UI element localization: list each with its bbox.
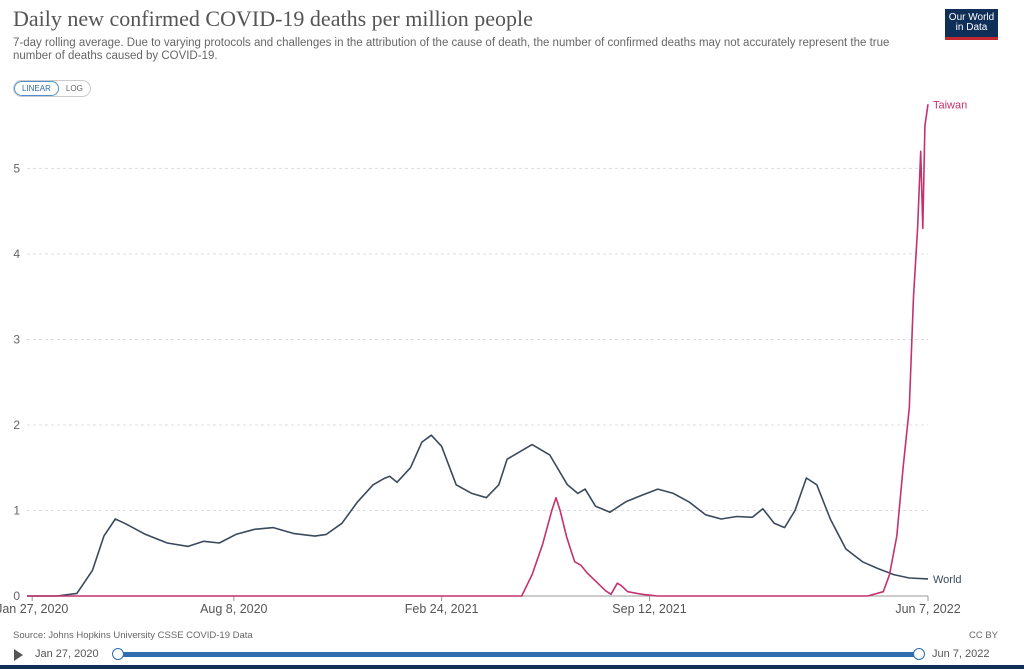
y-tick-label: 0 xyxy=(13,589,20,603)
y-tick-label: 3 xyxy=(13,332,20,346)
owid-logo[interactable]: Our World in Data xyxy=(945,9,998,40)
x-tick-label: Feb 24, 2021 xyxy=(405,602,479,616)
series-label-taiwan[interactable]: Taiwan xyxy=(933,99,967,111)
bottom-bar xyxy=(0,665,1024,669)
timeline-end-label: Jun 7, 2022 xyxy=(932,648,990,660)
chart-title: Daily new confirmed COVID-19 deaths per … xyxy=(13,6,533,31)
timeline-end-handle[interactable] xyxy=(913,648,925,660)
x-tick-label: Aug 8, 2020 xyxy=(200,602,267,616)
series-label-world[interactable]: World xyxy=(933,574,962,586)
x-tick-label: Jun 7, 2022 xyxy=(895,602,960,616)
x-tick-label: Jan 27, 2020 xyxy=(0,602,68,616)
y-axis: 0 1 2 3 4 5 xyxy=(13,161,20,603)
linear-scale-button[interactable]: LINEAR xyxy=(14,81,59,96)
x-tick-label: Sep 12, 2021 xyxy=(612,602,686,616)
grid-lines xyxy=(27,167,928,597)
series-line-taiwan[interactable] xyxy=(27,104,929,597)
y-tick-label: 1 xyxy=(13,503,20,517)
series-labels: World Taiwan xyxy=(933,99,967,586)
line-chart: 0 1 2 3 4 5 Jan 27, 2020 Aug 8, 2020 Feb 24, 20… xyxy=(0,99,967,616)
logo-line-1: Our World xyxy=(948,12,995,23)
scale-toggle: LINEAR LOG xyxy=(13,80,91,97)
source-note[interactable]: Source: Johns Hopkins University CSSE CO… xyxy=(13,630,253,641)
series-line-world[interactable] xyxy=(27,434,929,597)
y-tick-label: 4 xyxy=(13,247,20,261)
timeline-start-handle[interactable] xyxy=(112,648,124,660)
series-lines xyxy=(27,104,929,597)
log-scale-button[interactable]: LOG xyxy=(65,84,83,93)
x-axis: Jan 27, 2020 Aug 8, 2020 Feb 24, 2021 Sep 1… xyxy=(0,596,961,616)
chart-subtitle: 7-day rolling average. Due to varying pr… xyxy=(13,37,890,62)
timeline-track[interactable] xyxy=(118,652,918,657)
license-note[interactable]: CC BY xyxy=(968,630,998,641)
timeline: Jan 27, 2020 Jun 7, 2022 xyxy=(0,644,1024,669)
y-tick-label: 2 xyxy=(13,418,20,432)
y-tick-label: 5 xyxy=(13,161,20,175)
play-icon[interactable] xyxy=(14,649,23,661)
logo-line-2: in Data xyxy=(955,22,988,33)
timeline-start-label: Jan 27, 2020 xyxy=(35,648,99,660)
